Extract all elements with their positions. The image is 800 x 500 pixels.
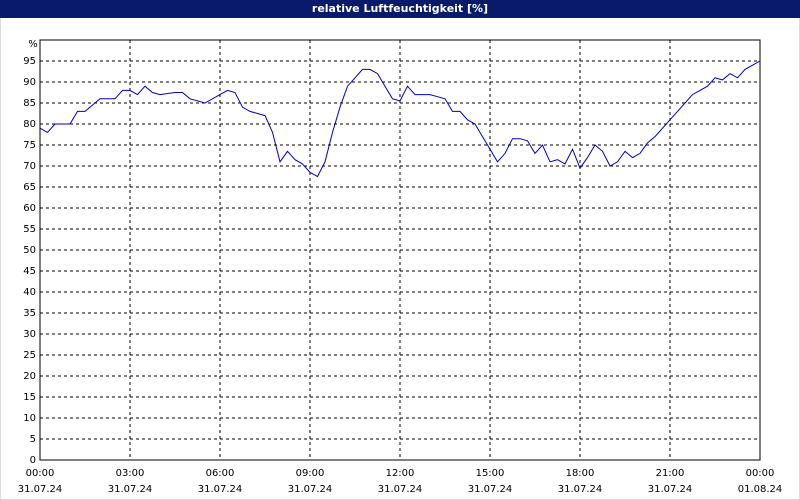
x-tick-date: 31.07.24 <box>468 484 513 495</box>
y-tick-label: 70 <box>23 161 36 172</box>
y-tick-label: 75 <box>23 140 36 151</box>
x-tick-date: 31.07.24 <box>558 484 603 495</box>
y-tick-label: 80 <box>23 119 36 130</box>
x-tick-label: 00:00 <box>746 468 775 479</box>
y-tick-label: 25 <box>23 350 36 361</box>
x-tick-date: 01.08.24 <box>738 484 783 495</box>
title-bar <box>0 0 800 18</box>
y-tick-label: 30 <box>23 329 36 340</box>
data-line <box>39 60 761 178</box>
y-tick-label: 5 <box>30 434 36 445</box>
y-axis-label: % <box>28 39 38 50</box>
x-tick-label: 06:00 <box>206 468 235 479</box>
y-tick-label: 95 <box>23 56 36 67</box>
y-tick-label: 60 <box>23 203 36 214</box>
y-tick-label: 85 <box>23 98 36 109</box>
y-tick-label: 50 <box>23 245 36 256</box>
x-tick-label: 12:00 <box>386 468 415 479</box>
chart-title: relative Luftfeuchtigkeit [%] <box>312 2 488 15</box>
x-tick-date: 31.07.24 <box>108 484 153 495</box>
x-tick-label: 21:00 <box>656 468 685 479</box>
y-tick-label: 0 <box>30 455 36 466</box>
x-tick-label: 15:00 <box>476 468 505 479</box>
x-tick-date: 31.07.24 <box>648 484 693 495</box>
y-tick-label: 45 <box>23 266 36 277</box>
y-tick-label: 40 <box>23 287 36 298</box>
x-tick-label: 18:00 <box>566 468 595 479</box>
y-tick-label: 10 <box>23 413 36 424</box>
x-tick-label: 00:00 <box>26 468 55 479</box>
x-tick-date: 31.07.24 <box>198 484 243 495</box>
y-tick-label: 90 <box>23 77 36 88</box>
y-tick-label: 15 <box>23 392 36 403</box>
y-tick-label: 65 <box>23 182 36 193</box>
y-tick-label: 20 <box>23 371 36 382</box>
y-tick-label: 35 <box>23 308 36 319</box>
x-tick-date: 31.07.24 <box>18 484 63 495</box>
x-tick-date: 31.07.24 <box>288 484 333 495</box>
x-tick-label: 03:00 <box>116 468 145 479</box>
y-tick-label: 55 <box>23 224 36 235</box>
x-tick-date: 31.07.24 <box>378 484 423 495</box>
x-tick-label: 09:00 <box>296 468 325 479</box>
